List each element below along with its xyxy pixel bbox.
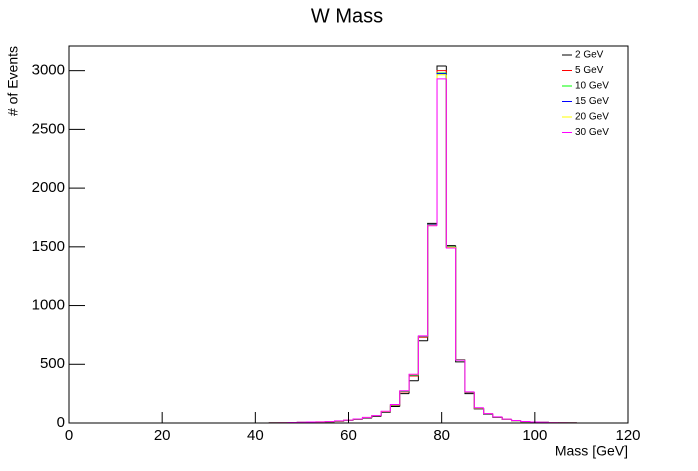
- histogram-bin: [343, 419, 354, 421]
- histogram-bin: [334, 420, 344, 422]
- histogram-bin: [352, 418, 363, 421]
- y-tick-label: 1000: [32, 297, 65, 314]
- histogram-bin: [501, 416, 512, 420]
- histogram-bin: [408, 373, 419, 391]
- histogram-bin: [371, 415, 382, 418]
- histogram-bin: [361, 416, 372, 420]
- histogram-bin: [380, 410, 391, 416]
- x-tick-label: 0: [65, 427, 73, 444]
- histogram-bin: [473, 391, 484, 409]
- y-axis-label: # of Events: [5, 46, 21, 116]
- histogram-bin: [417, 335, 428, 375]
- histogram-bin: [492, 413, 503, 418]
- x-tick-label: 100: [522, 427, 547, 444]
- legend-label: 15 GeV: [575, 96, 609, 107]
- x-tick-label: 40: [247, 427, 264, 444]
- histogram-bin: [445, 78, 456, 249]
- x-axis-label: Mass [GeV]: [555, 443, 628, 459]
- y-tick-label: 2500: [32, 120, 65, 137]
- y-tick-label: 3000: [32, 62, 65, 79]
- legend-label: 5 GeV: [575, 65, 604, 76]
- legend-label: 20 GeV: [575, 112, 609, 123]
- chart-title: W Mass: [311, 5, 383, 27]
- histogram-bin: [389, 403, 400, 412]
- y-tick-label: 500: [40, 355, 65, 372]
- legend-label: 30 GeV: [575, 127, 609, 138]
- x-tick-label: 120: [615, 427, 640, 444]
- x-tick-label: 20: [154, 427, 171, 444]
- histogram-bin: [399, 390, 410, 405]
- histogram-bin: [511, 419, 521, 422]
- histogram-bin: [455, 248, 465, 361]
- x-tick-label: 80: [433, 427, 450, 444]
- y-tick-label: 2000: [32, 179, 65, 196]
- histogram-bin: [483, 407, 493, 415]
- y-tick-label: 1500: [32, 238, 65, 255]
- histogram-bin: [427, 225, 438, 336]
- histogram-bin: [520, 420, 531, 422]
- legend-label: 2 GeV: [575, 50, 604, 61]
- x-tick-label: 60: [340, 427, 357, 444]
- legend-label: 10 GeV: [575, 81, 609, 92]
- y-tick-label: 0: [57, 414, 65, 431]
- histogram-bin: [436, 78, 447, 226]
- histogram-bin: [464, 360, 475, 393]
